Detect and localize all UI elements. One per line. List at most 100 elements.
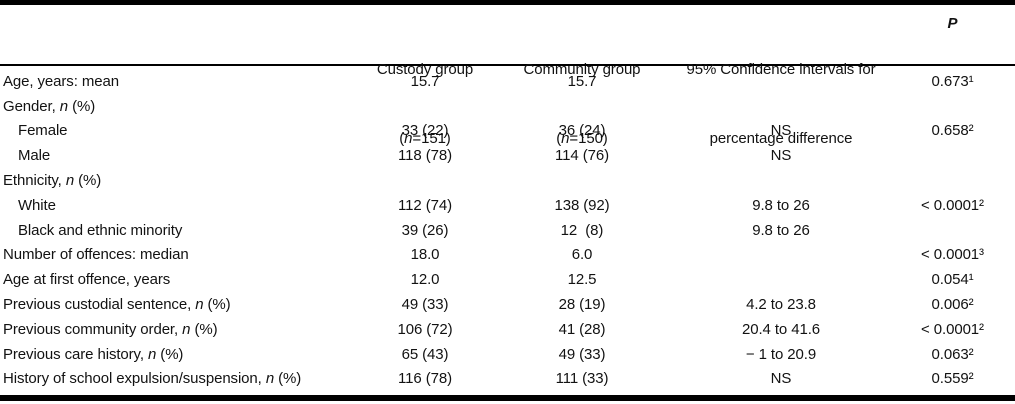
cell-community: 6.0 <box>571 246 593 264</box>
table-top-rule <box>0 0 1015 5</box>
cell-ci: NS <box>770 122 792 140</box>
table-row: Ethnicity, n (%) <box>0 168 1015 193</box>
row-label: Black and ethnic minority <box>0 222 358 239</box>
row-label-part: Previous custodial sentence, <box>3 296 196 314</box>
row-label: History of school expulsion/suspension, … <box>0 370 358 387</box>
row-label-part: (%) <box>274 370 302 388</box>
cell-p: < 0.0001² <box>921 196 984 214</box>
cell-community: 41 (28) <box>558 320 606 338</box>
row-label: Age at first offence, years <box>0 271 358 288</box>
table-body: Age, years: mean 15.7 15.7 0.673¹ Gender… <box>0 66 1015 391</box>
cell-p: 0.063² <box>931 345 974 363</box>
col-header-custody: Custody group (n=151) <box>358 12 492 196</box>
row-label-part-italic: n <box>65 172 75 190</box>
row-label-part: Previous community order, <box>3 320 183 338</box>
row-label-part-italic: n <box>59 97 68 115</box>
cell-ci: 9.8 to 26 <box>752 196 810 214</box>
cell-p: 0.658² <box>931 122 974 140</box>
cell-ci: − 1 to 20.9 <box>745 345 817 363</box>
row-label-part: Previous care history, <box>3 345 148 363</box>
row-label-part-italic: n <box>265 370 275 388</box>
cell-ci: NS <box>770 370 792 388</box>
table-row: Gender, n (%) <box>0 94 1015 119</box>
cell-custody: 116 (78) <box>398 370 452 388</box>
col-header-custody-title: Custody group <box>376 61 474 78</box>
col-header-community: Community group (n=150) <box>492 12 672 196</box>
row-label: White <box>0 197 358 214</box>
col-header-custody-n: (n=151) <box>358 127 492 150</box>
row-label-part-italic: n <box>147 345 157 363</box>
table-row: Male 118 (78) 114 (76) NS <box>0 143 1015 168</box>
cell-ci: 9.8 to 26 <box>752 221 810 239</box>
table-row: Previous custodial sentence, n (%) 49 (3… <box>0 292 1015 317</box>
cell-p: 0.006² <box>931 296 974 314</box>
cell-custody: 49 (33) <box>401 296 449 314</box>
col-header-ci: 95% Confidence intervals for percentage … <box>672 12 890 196</box>
row-label-part: (%) <box>74 172 102 190</box>
col-header-ci-line2: percentage difference <box>709 130 853 147</box>
table-row: Previous community order, n (%) 106 (72)… <box>0 317 1015 342</box>
table-row: Age, years: mean 15.7 15.7 0.673¹ <box>0 69 1015 94</box>
cell-ci: 4.2 to 23.8 <box>746 296 816 314</box>
cell-community: 12.5 <box>567 271 597 289</box>
cell-custody: 65 (43) <box>401 345 449 363</box>
table-row: Previous care history, n (%) 65 (43) 49 … <box>0 342 1015 367</box>
row-label: Previous care history, n (%) <box>0 346 358 363</box>
row-label-part-italic: n <box>182 320 191 338</box>
row-label-part: Female <box>18 122 68 140</box>
row-label: Previous community order, n (%) <box>0 321 358 338</box>
row-label: Number of offences: median <box>0 246 358 263</box>
row-label-part: Number of offences: median <box>3 246 189 264</box>
cell-custody: 112 (74) <box>398 196 452 214</box>
table-row: White 112 (74) 138 (92) 9.8 to 26 < 0.00… <box>0 193 1015 218</box>
cell-community: 28 (19) <box>558 296 606 314</box>
cell-custody: 33 (22) <box>401 122 449 140</box>
row-label: Male <box>0 147 358 164</box>
cell-ci: 20.4 to 41.6 <box>741 320 821 338</box>
cell-community: 49 (33) <box>558 345 606 363</box>
n-part: ( <box>399 130 405 147</box>
row-label-part: Age at first offence, years <box>3 271 171 289</box>
col-header-p: P <box>947 15 958 32</box>
cell-custody: 18.0 <box>410 246 440 264</box>
cell-ci: NS <box>770 147 792 165</box>
col-header-community-title: Community group <box>523 61 641 78</box>
cell-p: 0.559² <box>931 370 974 388</box>
row-label-part: White <box>18 196 56 214</box>
table-bottom-rule <box>0 395 1015 402</box>
row-label-part: Ethnicity, <box>3 172 66 190</box>
cell-p: 0.054¹ <box>931 271 974 289</box>
row-label-part: (%) <box>190 320 218 338</box>
n-part: =151) <box>412 130 451 147</box>
cell-community: 36 (24) <box>558 122 606 140</box>
row-label-part: (%) <box>203 296 231 314</box>
col-header-community-n: (n=150) <box>492 127 672 150</box>
cell-community: 15.7 <box>567 72 597 90</box>
row-label-part: Age, years: mean <box>3 72 119 90</box>
cell-custody: 12.0 <box>410 271 440 289</box>
cell-custody: 118 (78) <box>398 147 452 165</box>
row-label-part: (%) <box>156 345 184 363</box>
row-label: Age, years: mean <box>0 73 358 90</box>
n-part-italic: n <box>561 130 570 147</box>
cell-custody: 106 (72) <box>397 320 453 338</box>
col-header-ci-line1: 95% Confidence intervals for <box>686 61 876 78</box>
n-part: ( <box>556 130 562 147</box>
row-label: Female <box>0 122 358 139</box>
table-row: History of school expulsion/suspension, … <box>0 367 1015 392</box>
cell-p: < 0.0001² <box>921 320 984 338</box>
cell-custody: 15.7 <box>410 72 440 90</box>
row-label-part-italic: n <box>195 296 204 314</box>
table-row: Female 33 (22) 36 (24) NS 0.658² <box>0 119 1015 144</box>
row-label-part: Black and ethnic minority <box>18 221 183 239</box>
cell-community: 114 (76) <box>555 147 609 165</box>
row-label-part: Gender, <box>3 97 60 115</box>
n-part: =150) <box>569 130 608 147</box>
header-separator-rule <box>0 64 1015 66</box>
row-label: Previous custodial sentence, n (%) <box>0 296 358 313</box>
table-row: Age at first offence, years 12.0 12.5 0.… <box>0 267 1015 292</box>
cell-custody: 39 (26) <box>401 221 449 239</box>
cell-community: 138 (92) <box>554 196 610 214</box>
cell-community: 12 (8) <box>560 221 604 239</box>
